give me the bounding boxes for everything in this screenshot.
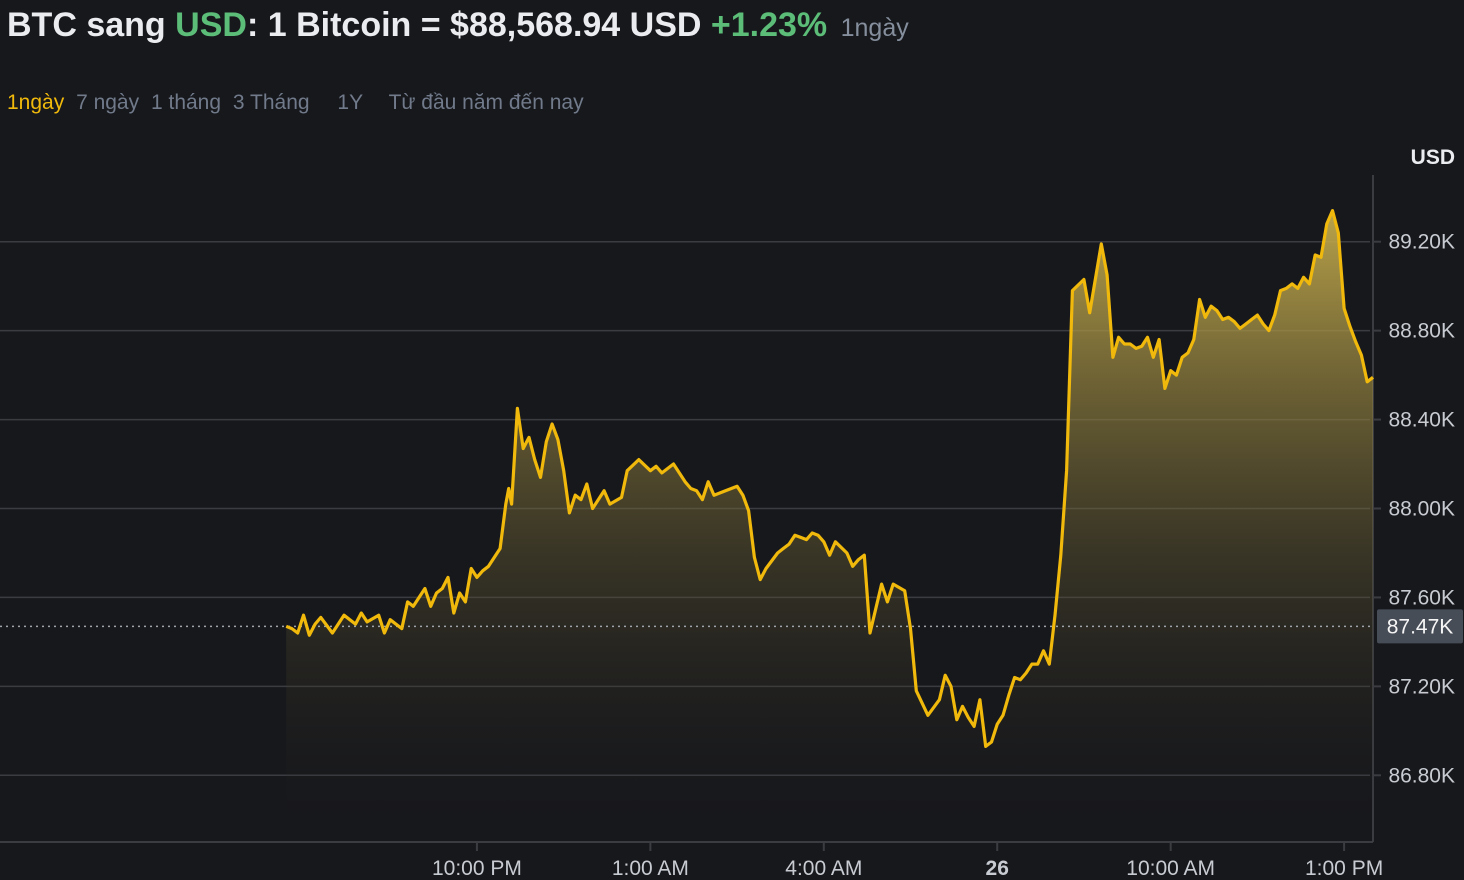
y-tick-label: 86.80K	[1388, 764, 1455, 787]
x-tick-label: 10:00 PM	[432, 857, 522, 880]
tab-1-month[interactable]: 1 tháng	[150, 91, 222, 114]
y-tick-label: 88.80K	[1388, 320, 1455, 343]
change-period: 1ngày	[840, 14, 909, 42]
y-tick-label: 88.40K	[1388, 409, 1455, 432]
x-tick-label: 4:00 AM	[785, 857, 862, 880]
x-tick-label: 10:00 AM	[1126, 857, 1215, 880]
title-word: sang	[86, 6, 166, 44]
y-axis-unit: USD	[1411, 146, 1455, 169]
y-tick-label: 88.00K	[1388, 498, 1455, 521]
baseline-badge-bg	[1377, 609, 1463, 644]
base-currency: BTC	[7, 6, 77, 44]
price-axis-panel	[1370, 175, 1464, 880]
y-tick-label: 87.20K	[1388, 675, 1455, 698]
tab-3-months[interactable]: 3 Tháng	[232, 91, 310, 114]
x-tick-label: 26	[986, 857, 1009, 880]
page-title: BTC sang USD: 1 Bitcoin = $88,568.94 USD…	[7, 6, 909, 45]
price-change: +1.23%	[710, 6, 828, 44]
baseline-badge: 87.47K	[1377, 609, 1463, 644]
quote-currency: USD	[175, 6, 247, 44]
tab-year-to-date[interactable]: Từ đầu năm đến nay	[388, 91, 584, 114]
x-tick-label: 1:00 AM	[612, 857, 689, 880]
price-area	[286, 210, 1374, 843]
x-tick-label: 1:00 PM	[1305, 857, 1383, 880]
tab-1-day[interactable]: 1ngày	[7, 91, 65, 114]
y-tick-label: 89.20K	[1388, 231, 1455, 254]
price-line	[285, 209, 1374, 748]
tab-7-days[interactable]: 7 ngày	[76, 91, 140, 114]
baseline-label: 87.47K	[1387, 615, 1454, 638]
range-tabs: 1ngày 7 ngày 1 tháng 3 Tháng 1Y Từ đầu n…	[7, 91, 590, 115]
title-separator: :	[246, 6, 259, 44]
tab-1-year[interactable]: 1Y	[337, 91, 364, 114]
exchange-rate: 1 Bitcoin = $88,568.94 USD	[267, 6, 702, 44]
y-axis-ticks: 89.20K 88.80K 88.40K 88.00K 87.60K 87.20K 86.8…	[1373, 231, 1455, 787]
y-tick-label: 87.60K	[1388, 586, 1455, 609]
